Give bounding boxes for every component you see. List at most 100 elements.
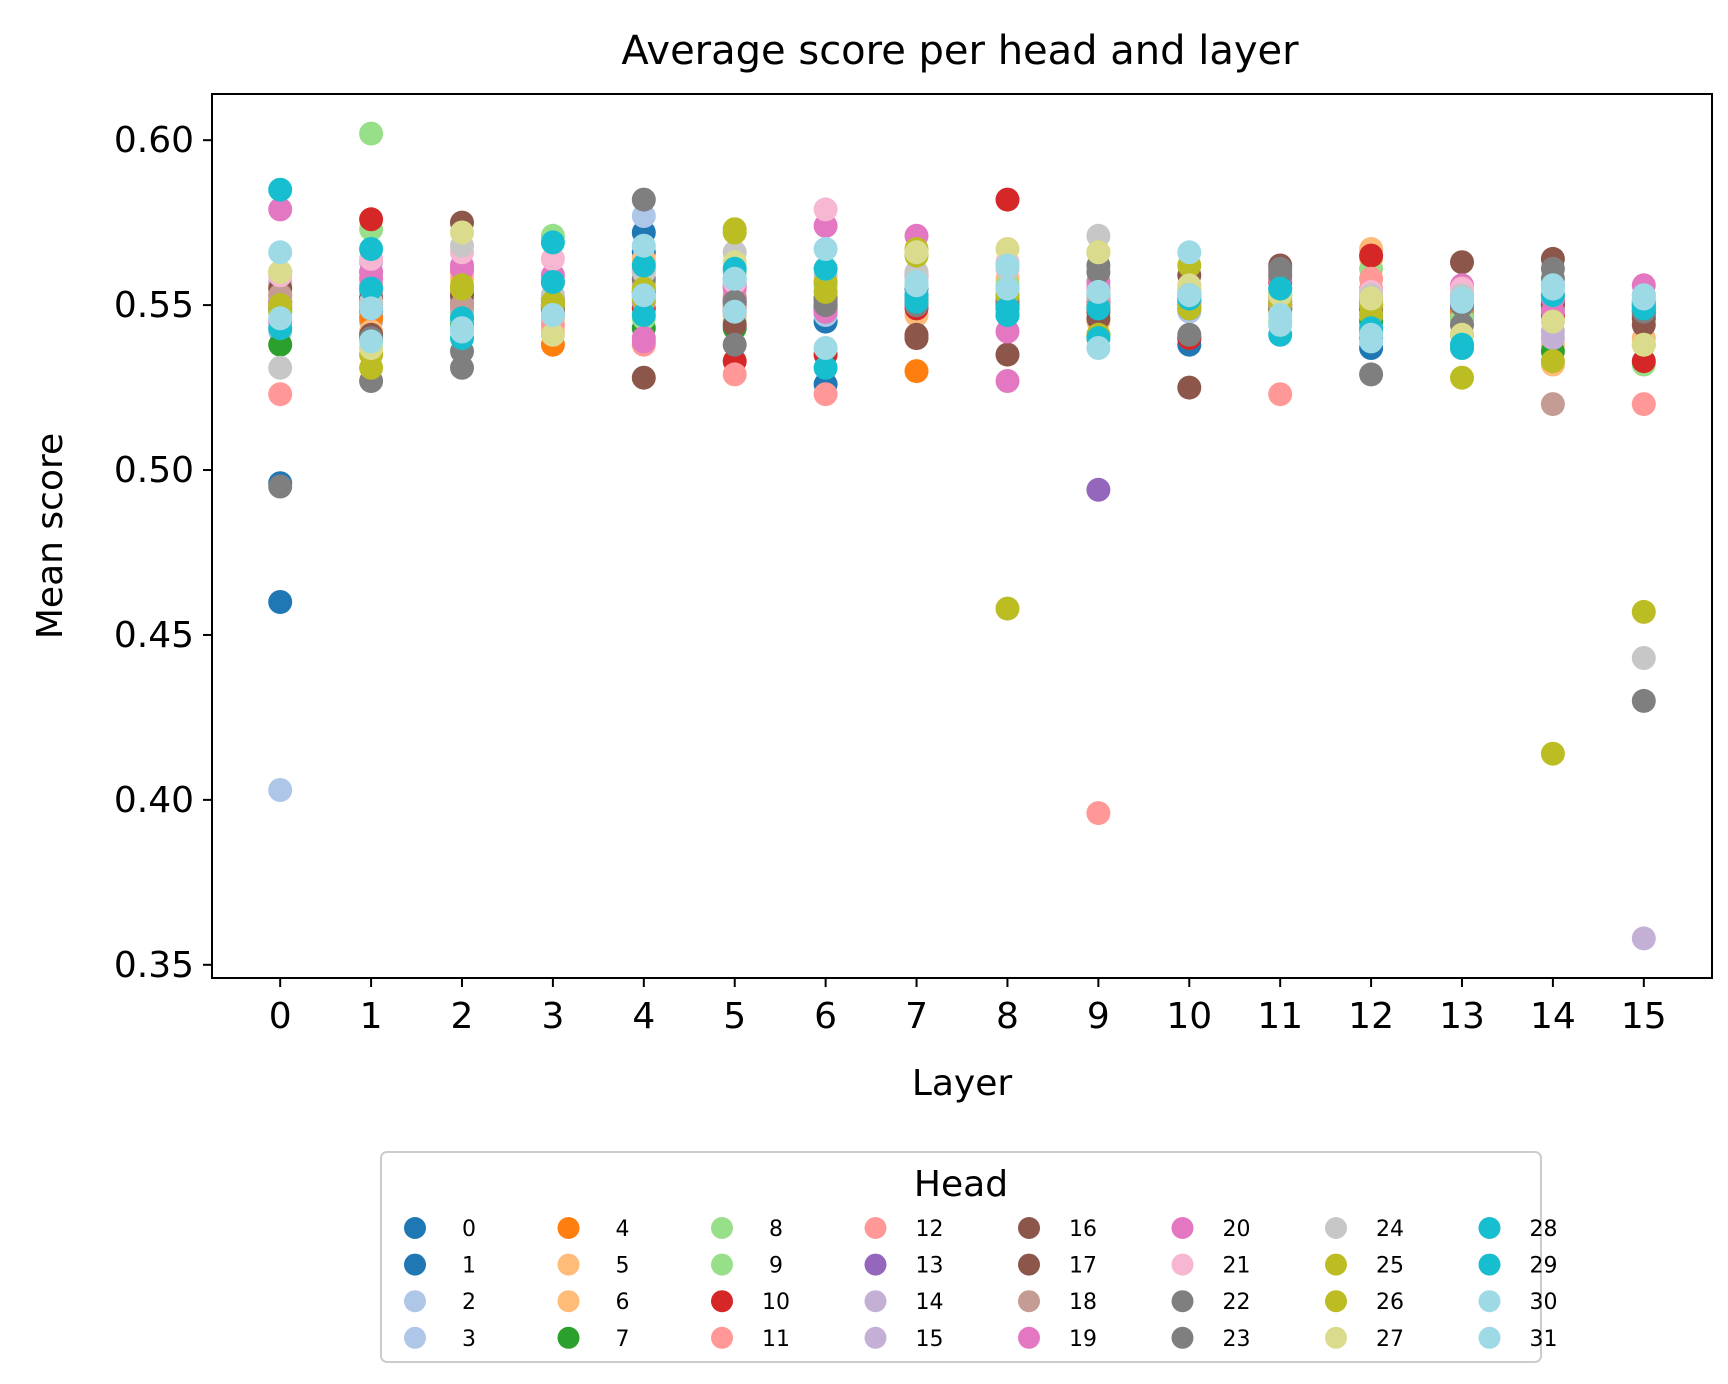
legend-marker-head-17 xyxy=(1018,1253,1040,1276)
point-head-31-layer-3 xyxy=(540,303,565,327)
point-head-29-layer-1 xyxy=(359,276,384,301)
point-head-29-layer-3 xyxy=(540,270,565,294)
x-tick-label: 9 xyxy=(1087,996,1110,1037)
legend-label-head-0: 0 xyxy=(462,1217,476,1242)
point-head-30-layer-1 xyxy=(359,296,384,321)
points-layer xyxy=(268,121,1656,951)
legend-marker-head-2 xyxy=(404,1290,426,1313)
point-head-31-layer-12 xyxy=(1359,322,1384,347)
x-tick-label: 4 xyxy=(632,996,655,1037)
legend-label-head-30: 30 xyxy=(1530,1290,1558,1315)
legend-label-head-10: 10 xyxy=(762,1290,790,1315)
point-head-31-layer-8 xyxy=(995,276,1020,301)
point-head-26-layer-5 xyxy=(722,217,747,242)
x-tick-label: 14 xyxy=(1530,996,1576,1037)
legend-label-head-13: 13 xyxy=(916,1254,944,1279)
x-tick-label: 2 xyxy=(451,996,474,1037)
legend-box xyxy=(380,1151,1542,1363)
point-head-21-layer-6 xyxy=(813,197,838,222)
y-tick-label: 0.55 xyxy=(114,285,194,326)
point-head-16-layer-8 xyxy=(995,342,1020,367)
point-head-24-layer-0 xyxy=(268,355,293,380)
point-head-27-layer-12 xyxy=(1359,286,1384,311)
point-head-10-layer-1 xyxy=(359,207,384,232)
x-tick-label: 1 xyxy=(360,996,383,1037)
point-head-28-layer-1 xyxy=(359,237,384,261)
point-head-27-layer-8 xyxy=(995,237,1020,261)
legend-marker-head-16 xyxy=(1018,1217,1040,1239)
point-head-30-layer-6 xyxy=(813,336,838,360)
legend-marker-head-13 xyxy=(864,1253,887,1276)
y-tick-label: 0.60 xyxy=(114,120,194,161)
legend: Head 01234567891011121314151617181920212… xyxy=(380,1151,1558,1363)
point-head-13-layer-9 xyxy=(1086,477,1111,502)
point-head-22-layer-5 xyxy=(722,332,747,357)
y-axis-label: Mean score xyxy=(30,433,71,639)
point-head-31-layer-1 xyxy=(359,329,384,354)
legend-label-head-8: 8 xyxy=(769,1217,783,1242)
legend-label-head-31: 31 xyxy=(1530,1327,1558,1352)
point-head-9-layer-1 xyxy=(359,121,384,146)
legend-label-head-27: 27 xyxy=(1376,1327,1404,1352)
point-head-11-layer-0 xyxy=(268,382,293,407)
point-head-28-layer-0 xyxy=(268,177,293,202)
legend-marker-head-7 xyxy=(557,1326,580,1349)
x-tick-label: 7 xyxy=(905,996,928,1037)
legend-label-head-9: 9 xyxy=(769,1254,783,1279)
y-tick-label: 0.50 xyxy=(114,450,194,491)
point-head-31-layer-11 xyxy=(1268,303,1293,327)
point-head-24-layer-9 xyxy=(1086,223,1111,248)
point-head-16-layer-4 xyxy=(631,365,656,390)
point-head-25-layer-8 xyxy=(995,596,1020,621)
point-head-11-layer-9 xyxy=(1086,801,1111,826)
legend-marker-head-4 xyxy=(557,1217,580,1239)
point-head-27-layer-7 xyxy=(904,240,929,265)
x-tick-label: 15 xyxy=(1621,996,1667,1037)
legend-label-head-26: 26 xyxy=(1376,1290,1404,1315)
point-head-24-layer-15 xyxy=(1631,646,1656,670)
point-head-31-layer-6 xyxy=(813,237,838,261)
point-head-27-layer-9 xyxy=(1086,240,1111,265)
point-head-20-layer-8 xyxy=(995,319,1020,344)
point-head-29-layer-9 xyxy=(1086,296,1111,321)
point-head-27-layer-15 xyxy=(1631,332,1656,357)
point-head-31-layer-14 xyxy=(1540,276,1565,301)
legend-label-head-25: 25 xyxy=(1376,1254,1404,1279)
point-head-2-layer-0 xyxy=(268,778,293,802)
legend-marker-head-0 xyxy=(404,1217,426,1239)
y-tick-label: 0.40 xyxy=(114,780,194,821)
x-tick-label: 10 xyxy=(1166,996,1212,1037)
point-head-31-layer-15 xyxy=(1631,286,1656,311)
point-head-2-layer-4 xyxy=(631,204,656,228)
point-head-11-layer-6 xyxy=(813,382,838,407)
legend-marker-head-20 xyxy=(1171,1217,1194,1239)
legend-entries: 0123456789101112131415161718192021222324… xyxy=(404,1217,1558,1352)
legend-label-head-21: 21 xyxy=(1223,1254,1251,1279)
point-head-27-layer-3 xyxy=(540,322,565,347)
point-head-22-layer-4 xyxy=(631,187,656,212)
x-axis-label: Layer xyxy=(912,1063,1013,1104)
legend-label-head-7: 7 xyxy=(616,1327,630,1352)
point-head-25-layer-13 xyxy=(1450,365,1474,390)
point-head-23-layer-14 xyxy=(1540,256,1565,281)
point-head-25-layer-14 xyxy=(1540,741,1565,766)
point-head-22-layer-12 xyxy=(1359,362,1384,387)
point-head-31-layer-5 xyxy=(722,299,747,324)
legend-label-head-17: 17 xyxy=(1069,1254,1097,1279)
legend-label-head-1: 1 xyxy=(462,1254,476,1279)
point-head-29-layer-13 xyxy=(1450,336,1474,360)
point-head-26-layer-2 xyxy=(450,273,474,298)
legend-label-head-18: 18 xyxy=(1069,1290,1097,1315)
point-head-30-layer-8 xyxy=(995,253,1020,278)
legend-marker-head-14 xyxy=(864,1290,887,1313)
legend-marker-head-29 xyxy=(1478,1253,1501,1276)
legend-marker-head-25 xyxy=(1325,1253,1347,1276)
legend-title: Head xyxy=(914,1164,1008,1205)
legend-marker-head-24 xyxy=(1325,1217,1347,1239)
legend-marker-head-8 xyxy=(711,1217,733,1239)
legend-marker-head-30 xyxy=(1478,1290,1501,1313)
x-tick-label: 11 xyxy=(1257,996,1303,1037)
legend-label-head-24: 24 xyxy=(1376,1217,1404,1242)
y-tick-label: 0.45 xyxy=(114,615,194,656)
